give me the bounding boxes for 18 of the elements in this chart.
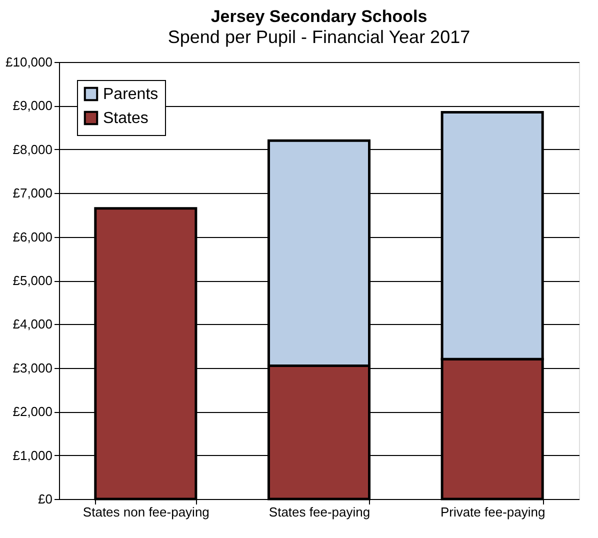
- x-tick-label: States non fee-paying: [82, 504, 210, 520]
- legend-label: States: [103, 110, 148, 127]
- x-tick-label: Private fee-paying: [440, 504, 546, 520]
- y-tick-label: £1,000: [12, 448, 52, 463]
- y-tick-label: £5,000: [12, 273, 52, 288]
- y-tick-label: £9,000: [12, 98, 52, 114]
- chart-subtitle: Spend per Pupil - Financial Year 2017: [168, 27, 470, 47]
- chart-title: Jersey Secondary Schools: [210, 7, 428, 26]
- y-tick-label: £10,000: [6, 54, 52, 70]
- y-tick-label: £0: [38, 492, 52, 506]
- y-tick-label: £2,000: [12, 404, 52, 420]
- y-tick-label: £3,000: [12, 360, 52, 376]
- x-tick-label: States fee-paying: [268, 504, 370, 520]
- y-tick-label: £4,000: [12, 316, 52, 332]
- legend-label: Parents: [103, 86, 158, 103]
- y-tick-label: £8,000: [12, 142, 52, 157]
- y-tick-label: £6,000: [12, 229, 52, 244]
- y-tick-label: £7,000: [12, 186, 52, 201]
